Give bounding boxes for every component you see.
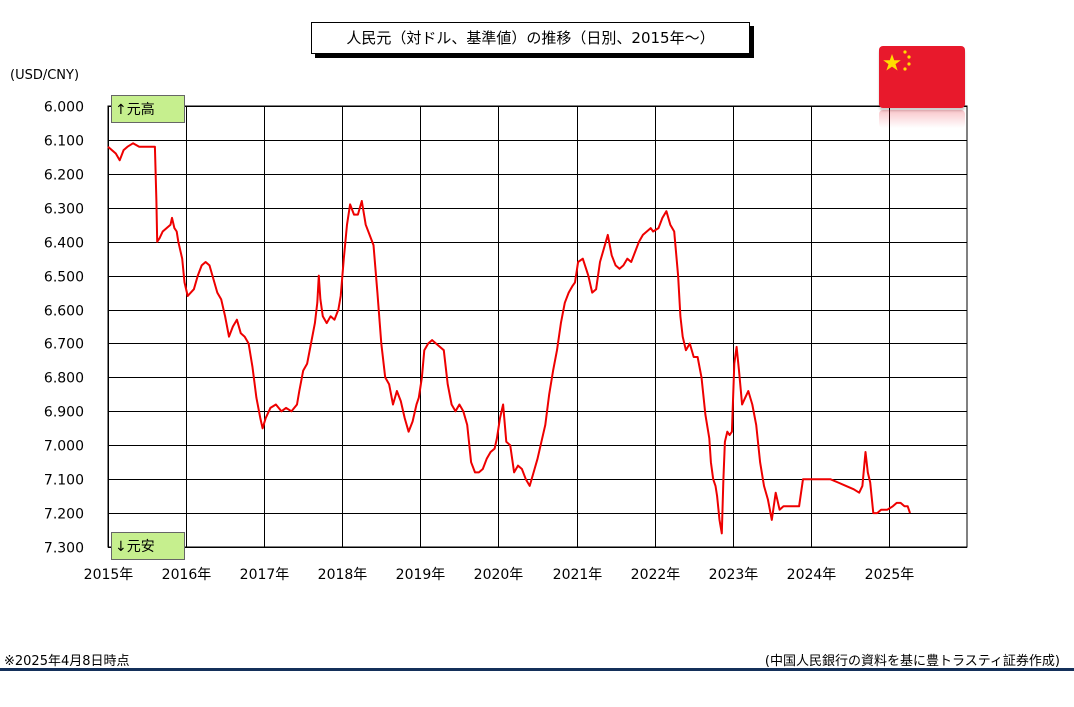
source-note: (中国人民銀行の資料を基に豊トラスティ証券作成) [764, 654, 1060, 669]
y-axis-unit-label: (USD/CNY) [10, 68, 80, 83]
y-tick-label: 6.500 [44, 270, 84, 286]
y-tick-label: 7.100 [44, 473, 84, 489]
y-tick-label: 6.100 [44, 134, 84, 150]
x-tick-label: 2018年 [318, 567, 368, 583]
flag-small-star [907, 55, 911, 59]
y-tick-label: 7.200 [44, 507, 84, 523]
x-tick-label: 2019年 [396, 567, 446, 583]
y-tick-label: 6.400 [44, 236, 84, 252]
plot-area-border [107, 105, 968, 548]
x-tick-label: 2025年 [865, 567, 915, 583]
y-tick-label: 6.200 [44, 168, 84, 184]
y-tick-label: 7.300 [44, 541, 84, 557]
x-tick-label: 2021年 [553, 567, 603, 583]
y-tick-label: 6.900 [44, 405, 84, 421]
x-tick-label: 2024年 [787, 567, 837, 583]
y-tick-label: 7.000 [44, 439, 84, 455]
china-flag-icon [879, 46, 965, 108]
y-tick-label: 6.700 [44, 337, 84, 353]
x-tick-label: 2017年 [240, 567, 290, 583]
bottom-rule [0, 668, 1074, 671]
chart-grid [107, 105, 968, 548]
x-tick-label: 2022年 [631, 567, 681, 583]
x-tick-label: 2020年 [474, 567, 524, 583]
x-tick-label: 2015年 [84, 567, 134, 583]
chart-title: 人民元（対ドル、基準値）の推移（日別、2015年～） [311, 22, 750, 54]
footnote-date: ※2025年4月8日時点 [4, 654, 130, 669]
y-tick-label: 6.800 [44, 371, 84, 387]
y-tick-label: 6.300 [44, 202, 84, 218]
x-tick-label: 2023年 [709, 567, 759, 583]
y-tick-label: 6.000 [44, 100, 84, 116]
flag-stars [883, 50, 911, 71]
yuan-strong-tag: ↑元高 [111, 95, 185, 123]
flag-small-star [903, 50, 907, 54]
flag-small-star [907, 62, 911, 66]
flag-big-star [883, 54, 901, 71]
x-axis-ticks: 2015年 2016年 2017年 2018年 2019年 2020年 2021年 2022年… [84, 567, 915, 583]
y-axis-ticks: 6.000 6.100 6.200 6.300 6.400 6.500 6.600 6.700… [44, 100, 84, 557]
x-tick-label: 2016年 [162, 567, 212, 583]
yuan-weak-tag: ↓元安 [111, 532, 185, 560]
flag-small-star [903, 67, 907, 71]
flag-reflection [879, 110, 965, 128]
y-tick-label: 6.600 [44, 304, 84, 320]
series-line-usd-cny [107, 142, 911, 535]
